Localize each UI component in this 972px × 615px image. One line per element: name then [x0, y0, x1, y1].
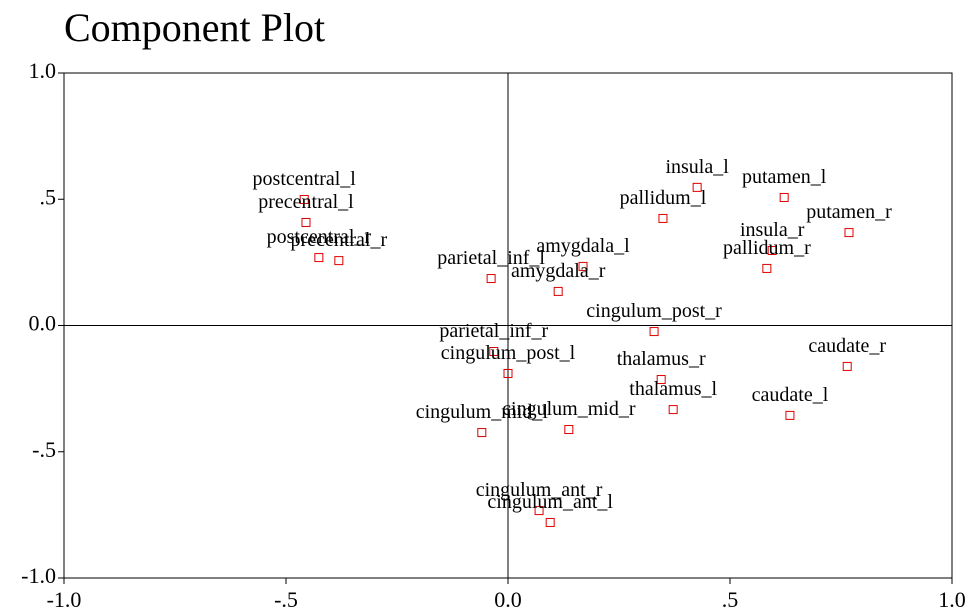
y-tick-label: .5	[40, 184, 57, 209]
point-label: pallidum_l	[620, 187, 707, 209]
point-label: cingulum_ant_r	[476, 479, 603, 501]
point	[658, 213, 668, 223]
point-label: pallidum_r	[723, 237, 811, 259]
point	[534, 506, 544, 516]
point	[553, 286, 563, 296]
point	[503, 368, 513, 378]
point	[486, 274, 496, 284]
point	[334, 256, 344, 266]
point	[477, 428, 487, 438]
point-label: putamen_l	[742, 166, 827, 188]
point-label: precentral_l	[258, 191, 354, 213]
x-tick-label: -.5	[274, 587, 298, 612]
point-label: thalamus_r	[617, 348, 706, 370]
point-label: postcentral_r	[267, 226, 372, 248]
point	[564, 425, 574, 435]
y-tick-label: -.5	[32, 437, 56, 462]
point-label: caudate_r	[808, 335, 886, 357]
x-tick-label: 1.0	[938, 587, 966, 612]
x-tick-label: 0.0	[494, 587, 522, 612]
point	[842, 361, 852, 371]
point-label: insula_l	[665, 156, 729, 178]
point-label: thalamus_l	[629, 378, 717, 400]
point-label: parietal_inf_l	[437, 247, 545, 269]
point-label: putamen_r	[806, 201, 892, 223]
point	[668, 405, 678, 415]
point-label: precentral_r	[291, 229, 388, 251]
point	[762, 263, 772, 273]
point-label: insula_r	[740, 219, 805, 241]
point	[489, 347, 499, 357]
point	[767, 246, 777, 256]
point-label: cingulum_mid_r	[502, 398, 636, 420]
point	[301, 217, 311, 227]
point	[299, 195, 309, 205]
x-tick-label: -1.0	[47, 587, 82, 612]
point-label: amygdala_l	[536, 235, 630, 257]
point-label: postcentral_l	[253, 168, 357, 190]
point	[785, 410, 795, 420]
point	[844, 228, 854, 238]
y-tick-label: 0.0	[29, 311, 57, 336]
point-label: amygdala_r	[511, 260, 606, 282]
point-label: cingulum_ant_l	[487, 491, 613, 513]
point-label: cingulum_post_l	[441, 342, 576, 364]
point	[314, 253, 324, 263]
point	[649, 327, 659, 337]
point	[779, 192, 789, 202]
point	[578, 261, 588, 271]
y-tick-label: 1.0	[29, 58, 57, 83]
y-tick-label: -1.0	[21, 563, 56, 588]
point-label: cingulum_mid_l	[416, 401, 549, 423]
point	[545, 517, 555, 527]
point-label: caudate_l	[752, 384, 829, 406]
point-label: cingulum_post_r	[586, 300, 722, 322]
point	[692, 182, 702, 192]
point	[656, 375, 666, 385]
chart-title: Component Plot	[64, 5, 325, 50]
point-label: parietal_inf_r	[439, 320, 548, 342]
x-tick-label: .5	[722, 587, 739, 612]
